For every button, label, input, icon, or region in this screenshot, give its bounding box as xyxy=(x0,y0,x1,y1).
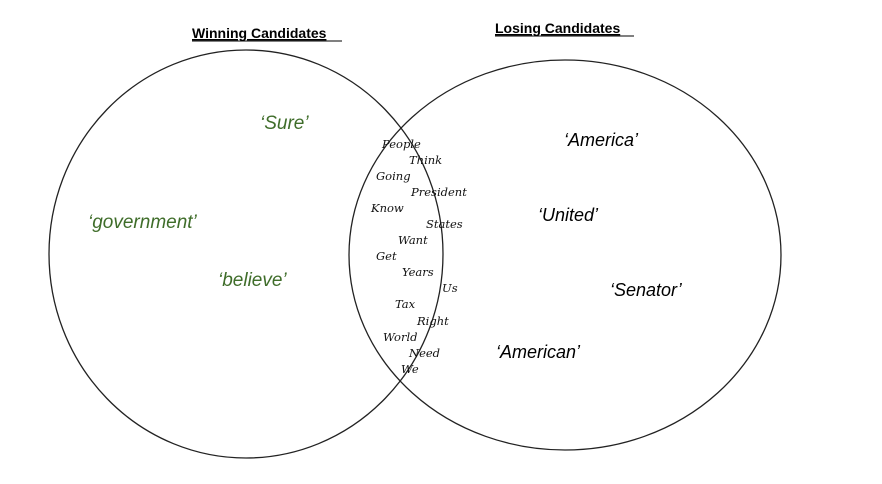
losing-word: ‘United’ xyxy=(538,205,599,225)
losing-word: ‘America’ xyxy=(564,130,639,150)
losing-circle xyxy=(348,59,782,451)
winning-candidates-heading: Winning Candidates xyxy=(192,25,327,41)
winning-word: ‘believe’ xyxy=(218,270,287,291)
shared-word: World xyxy=(383,330,418,344)
shared-word: We xyxy=(401,362,419,376)
shared-word: People xyxy=(381,137,421,151)
losing-candidates-heading: Losing Candidates xyxy=(495,20,620,36)
shared-word: Think xyxy=(409,153,442,167)
shared-word: Want xyxy=(398,233,428,247)
losing-word: ‘Senator’ xyxy=(610,280,683,300)
shared-word: Going xyxy=(376,169,411,183)
winning-circle xyxy=(48,49,444,459)
shared-word: President xyxy=(410,185,467,199)
shared-word: Get xyxy=(376,249,397,263)
shared-word: Need xyxy=(408,346,440,360)
winning-word: ‘government’ xyxy=(88,212,198,233)
shared-word: Know xyxy=(370,201,404,215)
shared-word: Right xyxy=(416,314,449,328)
shared-word: Years xyxy=(402,265,434,279)
shared-word: Tax xyxy=(395,297,416,311)
shared-word: Us xyxy=(442,281,458,295)
winning-word: ‘Sure’ xyxy=(260,113,309,134)
losing-word: ‘American’ xyxy=(496,342,581,362)
shared-word: States xyxy=(426,217,463,231)
